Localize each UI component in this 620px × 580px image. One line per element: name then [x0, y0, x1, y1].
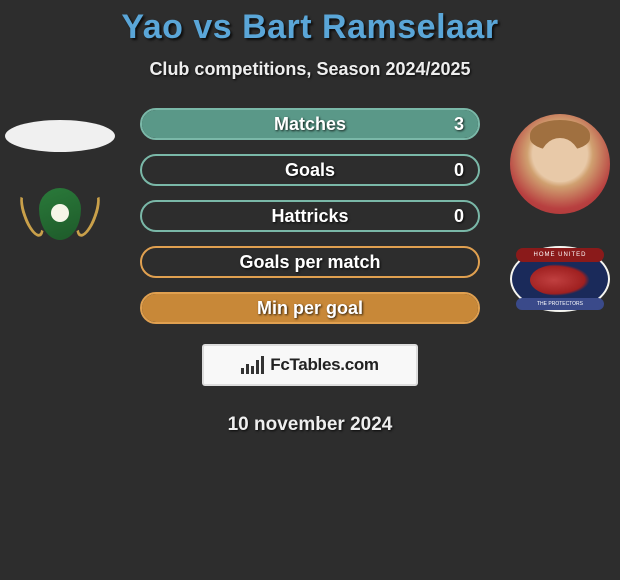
stat-label: Hattricks	[271, 206, 348, 227]
logo-text: FcTables.com	[270, 355, 379, 375]
football-icon	[51, 204, 69, 222]
stat-bar-goals-per-match: Goals per match	[140, 246, 480, 278]
page-title: Yao vs Bart Ramselaar	[121, 8, 498, 47]
stat-value-right: 3	[454, 114, 464, 135]
stat-label: Min per goal	[257, 298, 363, 319]
subtitle: Club competitions, Season 2024/2025	[149, 59, 470, 80]
stat-value-right: 0	[454, 206, 464, 227]
club-badge-right: HOME UNITED THE PROTECTORS	[510, 244, 610, 314]
lion-icon	[530, 264, 590, 296]
comparison-row: Matches 3 Goals 0 Hattricks 0 Goals per …	[0, 108, 620, 436]
player-photo-right	[510, 114, 610, 214]
bar-chart-icon	[241, 356, 264, 374]
stat-label: Goals	[285, 160, 335, 181]
badge-banner-top: HOME UNITED	[516, 248, 604, 262]
stat-bar-min-per-goal: Min per goal	[140, 292, 480, 324]
stat-bar-hattricks: Hattricks 0	[140, 200, 480, 232]
club-badge-left	[10, 182, 110, 252]
right-column: HOME UNITED THE PROTECTORS	[500, 108, 620, 314]
date-label: 10 november 2024	[228, 414, 393, 436]
source-logo: FcTables.com	[202, 344, 418, 386]
player-photo-left	[5, 120, 115, 152]
stat-value-right: 0	[454, 160, 464, 181]
stat-label: Matches	[274, 114, 346, 135]
stat-bar-goals: Goals 0	[140, 154, 480, 186]
stat-bar-matches: Matches 3	[140, 108, 480, 140]
badge-banner-bottom: THE PROTECTORS	[516, 298, 604, 310]
stats-column: Matches 3 Goals 0 Hattricks 0 Goals per …	[120, 108, 500, 436]
left-column	[0, 108, 120, 252]
stat-label: Goals per match	[239, 252, 380, 273]
